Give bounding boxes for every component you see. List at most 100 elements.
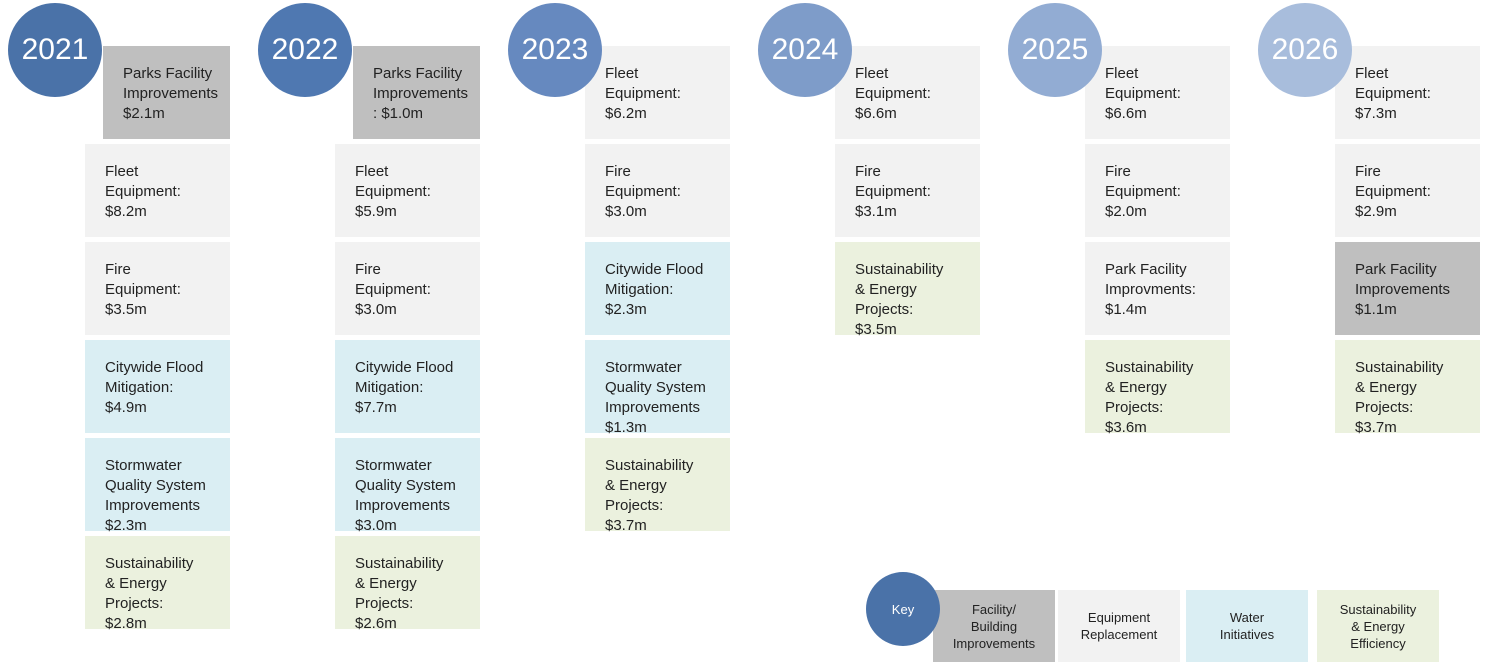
text-line: Sustainability [1105, 359, 1194, 376]
text-line: Parks Facility [373, 65, 463, 82]
text-line: Sustainability [1355, 359, 1444, 376]
text-line: Fire [605, 163, 631, 180]
text-line: $2.8m [105, 615, 147, 632]
text-line: Equipment: [105, 281, 181, 298]
text-line: Projects: [355, 595, 414, 612]
item-box: Sustainability & Energy Projects: $3.7m [585, 438, 730, 534]
year-circle: 2026 [1258, 3, 1352, 97]
text-line: Improvements [1355, 281, 1451, 298]
text-line: Improvements [605, 399, 701, 416]
text-line: $2.3m [605, 301, 647, 318]
text-line: $6.6m [1105, 105, 1147, 122]
text-line: Equipment [1087, 610, 1151, 625]
text-line: Improvements [373, 85, 469, 102]
text-line: & Energy [1105, 379, 1167, 396]
text-line: Fleet [605, 65, 639, 82]
item-box: Fire Equipment: $2.9m [1335, 144, 1480, 237]
year-circle: 2024 [758, 3, 852, 97]
text-line: Initiatives [1219, 627, 1275, 642]
text-line: Equipment: [105, 183, 181, 200]
text-line: Quality System [355, 477, 456, 494]
text-line: $7.3m [1355, 105, 1397, 122]
text-line: Quality System [605, 379, 706, 396]
text-line: Efficiency [1350, 635, 1406, 651]
text-line: Fleet [1105, 65, 1139, 82]
text-line: Projects: [1355, 399, 1414, 416]
text-line: Projects: [1105, 399, 1164, 416]
text-line: Mitigation: [355, 379, 424, 396]
text-line: Projects: [105, 595, 164, 612]
text-line: Projects: [605, 497, 664, 514]
key-box: Water Initiatives [1186, 590, 1308, 662]
text-line: Projects: [855, 301, 914, 318]
item-box: Sustainability & Energy Projects: $2.8m [85, 536, 230, 632]
text-line: Stormwater [105, 457, 182, 474]
text-line: Water [1229, 610, 1265, 625]
text-line: Fleet [855, 65, 889, 82]
text-line: $3.0m [355, 301, 397, 318]
text-line: $5.9m [355, 203, 397, 220]
item-box: Fire Equipment: $3.0m [585, 144, 730, 237]
text-line: $1.1m [1355, 301, 1397, 318]
text-line: Facility/ [971, 601, 1017, 617]
text-line: $6.6m [855, 105, 897, 122]
text-line: Equipment: [355, 281, 431, 298]
text-line: Citywide Flood [105, 359, 204, 376]
text-line: Sustainability [105, 555, 194, 572]
text-line: $3.7m [605, 517, 647, 534]
item-box: Citywide Flood Mitigation: $7.7m [335, 340, 480, 433]
item-box: Stormwater Quality System Improvements $3.0… [335, 438, 480, 534]
item-box: Sustainability & Energy Projects: $3.5m [835, 242, 980, 338]
text-line: $1.4m [1105, 301, 1147, 318]
text-line: $8.2m [105, 203, 147, 220]
text-line: $2.6m [355, 615, 397, 632]
text-line: & Energy [105, 575, 167, 592]
text-line: Fleet [1355, 65, 1389, 82]
text-line: Sustainability [1339, 601, 1417, 617]
text-line: Citywide Flood [355, 359, 454, 376]
text-line: Quality System [105, 477, 206, 494]
text-line: Equipment: [1105, 85, 1181, 102]
year-circle: 2023 [508, 3, 602, 97]
item-box: Stormwater Quality System Improvements $1.3… [585, 340, 730, 436]
item-box: Fleet Equipment: $6.2m [585, 46, 730, 139]
text-line: Sustainability [855, 261, 944, 278]
item-box: Park Facility Improvments: $1.4m [1085, 242, 1230, 335]
item-box: Sustainability & Energy Projects: $2.6m [335, 536, 480, 632]
text-line: $3.5m [855, 321, 897, 338]
key-box: Facility/Building Improvements [933, 590, 1055, 662]
text-line: $3.0m [355, 517, 397, 534]
item-box: Fleet Equipment: $6.6m [1085, 46, 1230, 139]
item-box: Fire Equipment: $3.1m [835, 144, 980, 237]
item-box: Citywide Flood Mitigation: $4.9m [85, 340, 230, 433]
text-line: Stormwater [605, 359, 682, 376]
item-box: Sustainability & Energy Projects: $3.6m [1085, 340, 1230, 436]
text-line: Fire [105, 261, 131, 278]
text-line: $4.9m [105, 399, 147, 416]
text-line: Fleet [105, 163, 139, 180]
text-line: Equipment: [355, 183, 431, 200]
text-line: $3.1m [855, 203, 897, 220]
text-line: Mitigation: [605, 281, 674, 298]
text-line: Parks Facility [123, 65, 213, 82]
text-line: Sustainability [605, 457, 694, 474]
text-line: Stormwater [355, 457, 432, 474]
item-box: Citywide Flood Mitigation: $2.3m [585, 242, 730, 335]
text-line: $3.6m [1105, 419, 1147, 436]
text-line: Replacement [1080, 627, 1158, 642]
text-line: $3.0m [605, 203, 647, 220]
item-box: Fire Equipment: $2.0m [1085, 144, 1230, 237]
text-line: $3.7m [1355, 419, 1397, 436]
text-line: Equipment: [1355, 85, 1431, 102]
text-line: Fire [355, 261, 381, 278]
text-line: & Energy [355, 575, 417, 592]
text-line: Improvements [123, 85, 219, 102]
text-line: & Energy [605, 477, 667, 494]
text-line: Park Facility [1105, 261, 1187, 278]
item-box: Fleet Equipment: $7.3m [1335, 46, 1480, 139]
text-line: Equipment: [605, 85, 681, 102]
text-line: Fleet [355, 163, 389, 180]
text-line: Improvements [952, 635, 1036, 651]
text-line: $6.2m [605, 105, 647, 122]
